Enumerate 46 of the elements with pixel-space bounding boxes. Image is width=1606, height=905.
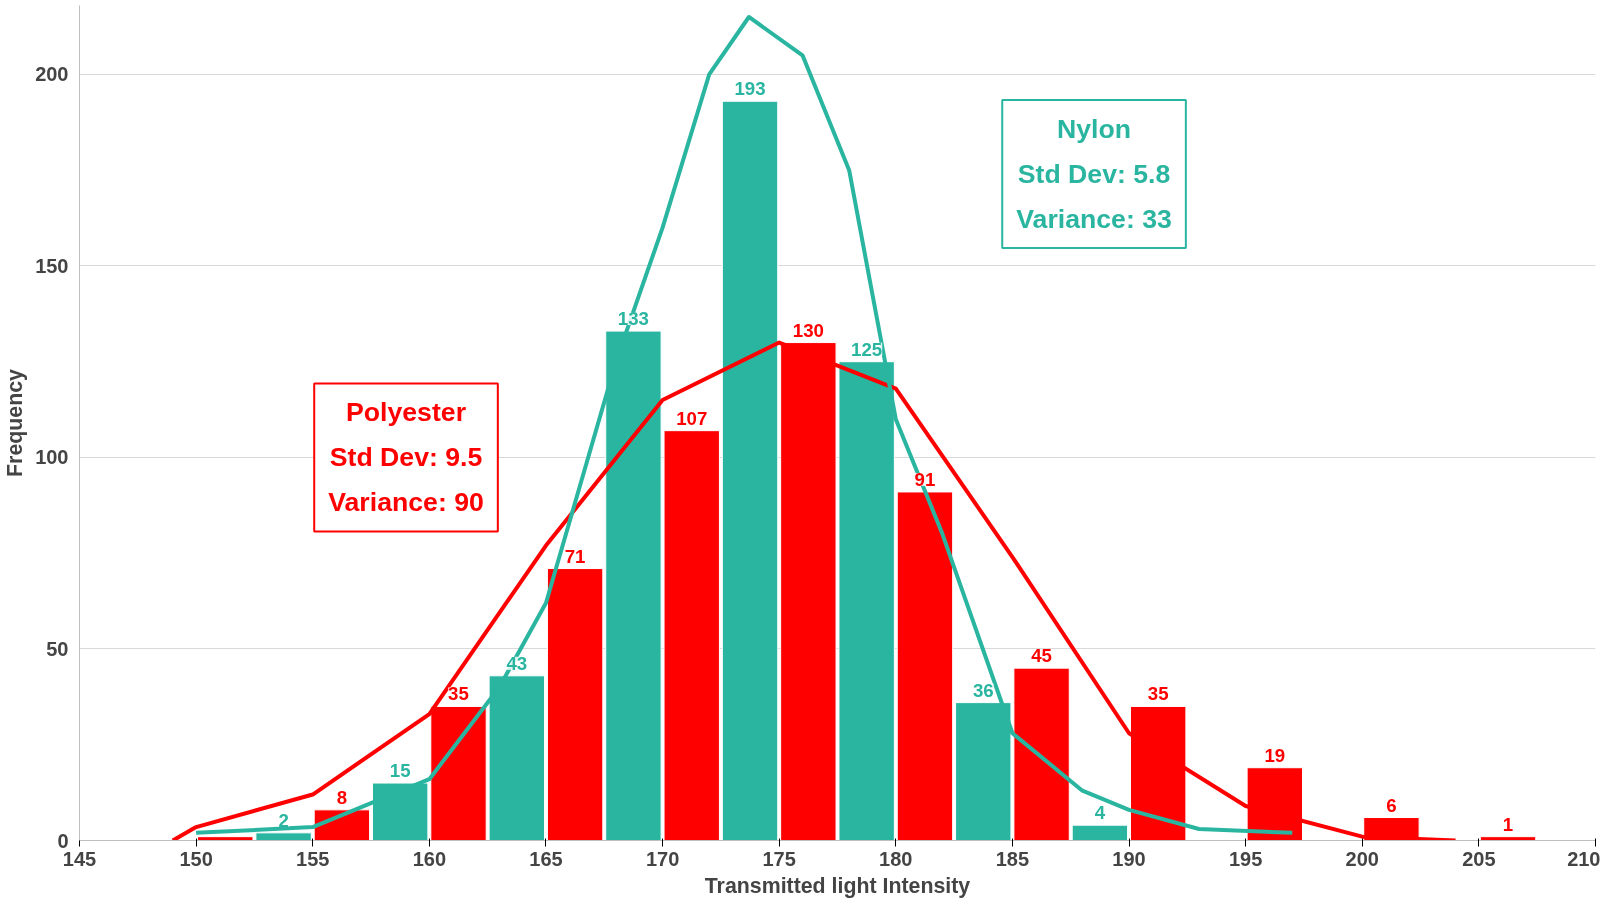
x-axis-title: Transmitted light Intensity (704, 873, 971, 898)
x-tick-label: 150 (179, 847, 213, 870)
y-tick-label: 150 (35, 254, 69, 277)
x-tick-label: 190 (1112, 847, 1146, 870)
data-label: 107 (676, 407, 708, 429)
data-label: 133 (617, 308, 649, 330)
data-label: 35 (448, 683, 469, 705)
x-tick-label: 210 (1567, 847, 1601, 870)
x-tick-label: 180 (879, 847, 913, 870)
bar (1071, 824, 1129, 841)
data-label: 193 (734, 78, 766, 100)
data-label: 19 (1264, 744, 1286, 766)
data-label: 1 (1502, 813, 1514, 835)
data-label: 15 (389, 760, 411, 782)
x-tick-label: 195 (1228, 847, 1263, 870)
data-label: 91 (914, 468, 936, 490)
x-tick-label: 170 (645, 847, 680, 870)
x-tick-label: 205 (1462, 847, 1496, 870)
x-tick-label: 160 (412, 847, 447, 870)
x-tick-label: 165 (529, 847, 563, 870)
data-label: 35 (1147, 683, 1169, 705)
data-label: 130 (792, 319, 824, 341)
data-label: 125 (851, 338, 883, 360)
y-axis-title: Frequency (3, 368, 28, 477)
annotation: Nylon Std Dev: 5.8 Variance: 33 (1016, 114, 1172, 235)
y-tick-label: 200 (35, 63, 69, 86)
data-label: 6 (1386, 794, 1397, 816)
x-tick-label: 175 (762, 847, 796, 870)
data-label: 4 (1094, 802, 1106, 824)
data-label: 43 (506, 652, 528, 674)
annotation: Polyester Std Dev: 9.5 Variance: 90 (328, 397, 484, 518)
bar (896, 491, 954, 841)
data-label: 2 (278, 809, 289, 831)
x-tick-label: 200 (1345, 847, 1379, 870)
bar (721, 100, 779, 841)
y-tick-label: 100 (35, 446, 69, 469)
bar (546, 568, 604, 841)
data-label: 45 (1031, 645, 1052, 667)
x-tick-label: 155 (296, 847, 330, 870)
data-label: 71 (564, 545, 586, 567)
line-series (170, 340, 1458, 841)
bar (1479, 836, 1537, 841)
x-tick-label: 185 (995, 847, 1030, 870)
y-tick-label: 50 (46, 637, 69, 660)
data-label: 8 (336, 786, 348, 808)
data-label: 36 (972, 679, 994, 701)
